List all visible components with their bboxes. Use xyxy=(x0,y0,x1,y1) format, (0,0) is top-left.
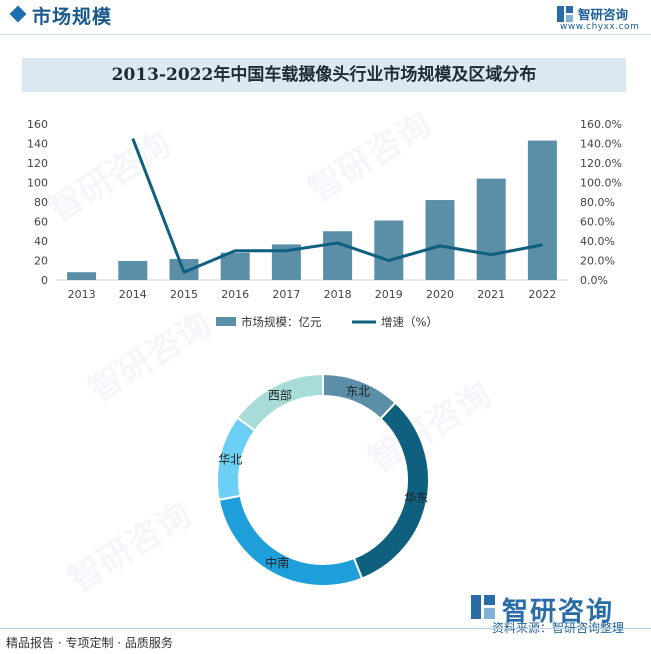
header-divider xyxy=(0,34,651,35)
logo-icon xyxy=(557,6,573,22)
y-right-tick-label: 60.0% xyxy=(580,216,615,229)
y-left-tick-label: 80 xyxy=(34,196,48,209)
page-header: 市场规模 智研咨询 www.chyxx.com xyxy=(0,0,651,32)
y-right-tick-label: 160.0% xyxy=(580,118,622,131)
bar-2016 xyxy=(220,252,250,280)
y-left-tick-label: 120 xyxy=(27,157,48,170)
combo-chart: 0 20 40 60 80 100 120 140 160 0.0% 20.0% 40.0% 60.0%… xyxy=(27,118,622,329)
page-title: 市场规模 xyxy=(32,6,113,28)
bar-2022 xyxy=(527,140,557,280)
bar-2019 xyxy=(374,220,404,280)
y-right-tick-label: 100.0% xyxy=(580,177,622,190)
legend-bar-label: 市场规模：亿元 xyxy=(241,315,322,329)
donut-slice-中南 xyxy=(217,494,364,587)
x-tick-label: 2015 xyxy=(170,288,198,301)
x-tick-label: 2017 xyxy=(272,288,300,301)
donut-label: 西部 xyxy=(268,387,292,402)
donut-label: 东北 xyxy=(346,385,370,399)
donut-slice-西部 xyxy=(235,372,324,433)
y-left-tick-label: 40 xyxy=(34,235,48,248)
y-left-tick-label: 20 xyxy=(34,255,48,268)
donut-label: 中南 xyxy=(265,555,289,570)
chart-title-band: 2013-2022年中国车载摄像头行业市场规模及区域分布 xyxy=(22,58,626,92)
y-right-tick-label: 140.0% xyxy=(580,138,622,151)
y-left-tick-label: 160 xyxy=(27,118,48,131)
y-left-tick-label: 0 xyxy=(41,274,48,287)
x-tick-label: 2019 xyxy=(375,288,403,301)
y-right-tick-label: 120.0% xyxy=(580,157,622,170)
bar-2020 xyxy=(425,200,455,280)
bar-2013 xyxy=(67,272,97,280)
footer-divider xyxy=(0,628,651,629)
bar-2018 xyxy=(323,231,353,280)
donut-label: 华北 xyxy=(218,452,242,466)
donut-label: 华东 xyxy=(404,491,428,505)
logo-name: 智研咨询 xyxy=(578,7,629,22)
bar-2021 xyxy=(476,178,506,280)
y-right-tick-label: 40.0% xyxy=(580,235,615,248)
diamond-icon xyxy=(9,5,27,23)
y-right-tick-label: 80.0% xyxy=(580,196,615,209)
x-tick-label: 2018 xyxy=(324,288,352,301)
chart-title: 2013-2022年中国车载摄像头行业市场规模及区域分布 xyxy=(111,65,537,85)
x-tick-label: 2021 xyxy=(477,288,505,301)
footer-logo-icon xyxy=(471,595,495,619)
y-right-tick-label: 0.0% xyxy=(580,274,608,287)
y-left-tick-label: 140 xyxy=(27,138,48,151)
logo-url: www.chyxx.com xyxy=(560,22,640,32)
legend-bar-swatch xyxy=(216,317,236,326)
footer-logo: 智研咨询 xyxy=(502,597,615,627)
y-right-tick-label: 20.0% xyxy=(580,255,615,268)
x-tick-label: 2013 xyxy=(68,288,96,301)
x-tick-label: 2022 xyxy=(528,288,556,301)
legend-line-label: 增速（%） xyxy=(381,315,438,329)
x-tick-label: 2014 xyxy=(119,288,147,301)
y-left-tick-label: 100 xyxy=(27,177,48,190)
x-tick-label: 2016 xyxy=(221,288,249,301)
x-tick-label: 2020 xyxy=(426,288,454,301)
bar-2014 xyxy=(118,260,148,280)
y-left-tick-label: 60 xyxy=(34,216,48,229)
footer-tagline: 精品报告 · 专项定制 · 品质服务 xyxy=(6,636,173,650)
